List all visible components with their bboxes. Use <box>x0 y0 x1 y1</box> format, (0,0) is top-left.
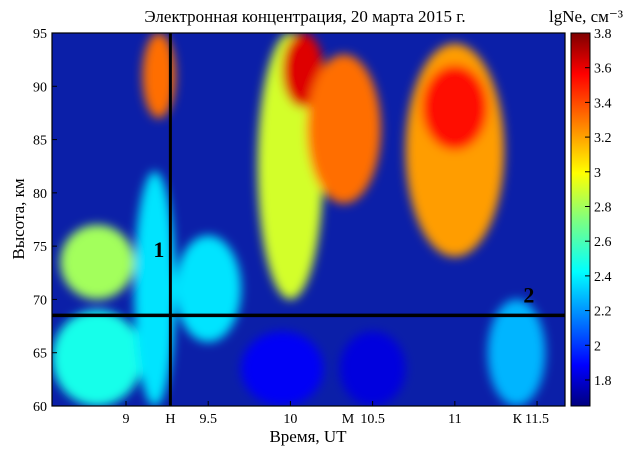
colorbar-label: lgNe, см⁻³ <box>549 7 623 26</box>
colorbar-tick-label: 2.6 <box>594 235 612 250</box>
colorbar-tick-label: 2.2 <box>594 305 612 320</box>
colorbar-tick-label: 3.2 <box>594 131 612 146</box>
plot-frame <box>51 32 566 407</box>
y-tick-label: 85 <box>33 134 47 149</box>
x-tick-label: 11 <box>448 412 461 427</box>
x-tick-label: 10.5 <box>360 412 385 427</box>
colorbar-tick-label: 3.6 <box>594 62 612 77</box>
y-tick-label: 75 <box>33 240 47 255</box>
x-tick-label: 9 <box>122 412 129 427</box>
colorbar-tick-label: 2.4 <box>594 270 612 285</box>
concentration-region-3 <box>175 235 242 343</box>
concentration-region-11 <box>487 299 546 406</box>
concentration-region-8 <box>339 331 406 406</box>
concentration-region-2 <box>134 171 176 406</box>
colorbar-tick-label: 3.4 <box>594 96 612 111</box>
x-tick-label: 10 <box>283 412 297 427</box>
y-tick-label: 65 <box>33 347 47 362</box>
concentration-region-7 <box>306 54 381 204</box>
y-axis-ticks: 60 65 70 75 80 85 90 95 <box>33 27 57 415</box>
concentration-region-12 <box>142 33 176 119</box>
chart-title: Электронная концентрация, 20 марта 2015 … <box>144 7 465 26</box>
x-axis-label: Время, UT <box>269 427 347 446</box>
time-marker-label: К <box>513 412 523 427</box>
y-tick-label: 90 <box>33 80 47 95</box>
colorbar-tick-label: 1.8 <box>594 374 612 389</box>
x-tick-label: 9.5 <box>199 412 217 427</box>
y-tick-label: 60 <box>33 400 47 415</box>
time-marker-label: М <box>342 412 355 427</box>
colorbar-tick-label: 2 <box>594 339 601 354</box>
colorbar-tick-label: 3.8 <box>594 27 612 42</box>
colorbar-ticks: 1.8 2 2.2 2.4 2.6 2.8 3 3.2 3.4 3.6 3.8 <box>585 27 612 389</box>
concentration-regions <box>52 33 546 406</box>
concentration-region-1 <box>60 224 135 300</box>
x-axis-ticks: 9 9.5 10 10.5 11 11.5 <box>122 401 549 427</box>
concentration-region-0 <box>52 310 143 406</box>
y-tick-label: 70 <box>33 293 47 308</box>
annotation-label: 2 <box>523 283 534 308</box>
concentration-region-4 <box>241 331 324 406</box>
y-tick-label: 80 <box>33 187 47 202</box>
annotation-label: 1 <box>153 237 164 262</box>
x-tick-label: 11.5 <box>525 412 549 427</box>
y-axis-label: Высота, км <box>9 178 28 260</box>
concentration-region-10 <box>421 64 488 151</box>
colorbar <box>570 32 591 407</box>
annotations: 12 <box>153 237 534 308</box>
colorbar-tick-label: 2.8 <box>594 200 612 215</box>
colorbar-tick-label: 3 <box>594 166 601 181</box>
time-marker-label: Н <box>165 412 175 427</box>
y-tick-label: 95 <box>33 27 47 42</box>
